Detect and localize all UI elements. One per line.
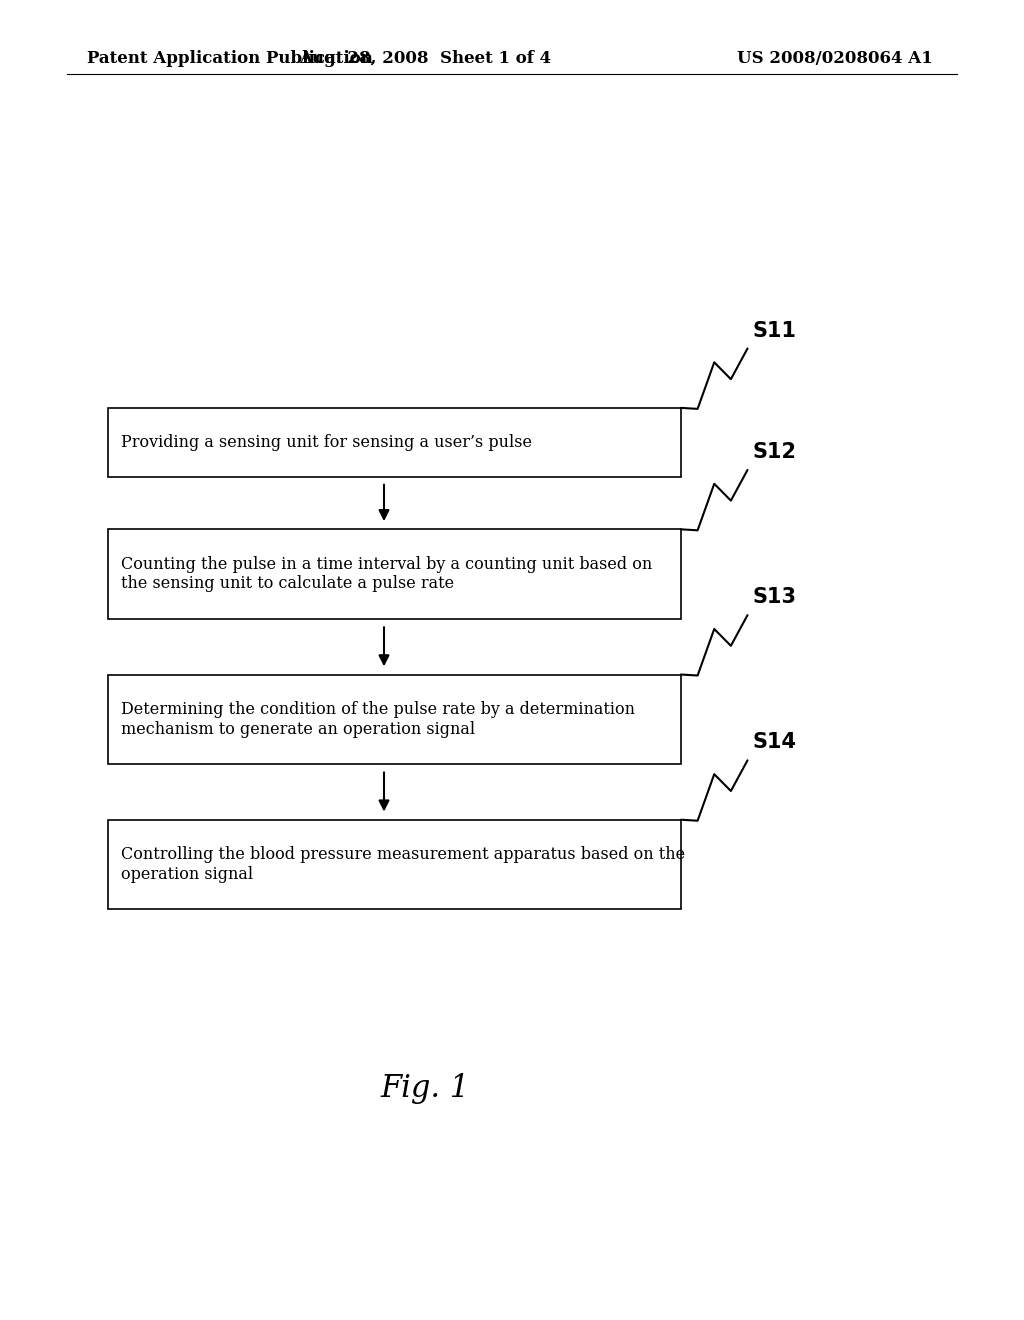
Text: S14: S14 bbox=[753, 733, 797, 752]
Text: Controlling the blood pressure measurement apparatus based on the
operation sign: Controlling the blood pressure measureme… bbox=[121, 846, 685, 883]
Bar bbox=[108, 408, 681, 477]
Bar bbox=[108, 820, 681, 909]
Text: Aug. 28, 2008  Sheet 1 of 4: Aug. 28, 2008 Sheet 1 of 4 bbox=[299, 50, 551, 66]
Text: US 2008/0208064 A1: US 2008/0208064 A1 bbox=[737, 50, 933, 66]
Bar bbox=[108, 529, 681, 619]
Text: Fig. 1: Fig. 1 bbox=[380, 1073, 470, 1105]
Text: Patent Application Publication: Patent Application Publication bbox=[87, 50, 373, 66]
Text: Determining the condition of the pulse rate by a determination
mechanism to gene: Determining the condition of the pulse r… bbox=[121, 701, 635, 738]
Text: Counting the pulse in a time interval by a counting unit based on
the sensing un: Counting the pulse in a time interval by… bbox=[121, 556, 652, 593]
Text: S12: S12 bbox=[753, 442, 797, 462]
Text: Providing a sensing unit for sensing a user’s pulse: Providing a sensing unit for sensing a u… bbox=[121, 434, 531, 450]
Bar bbox=[108, 675, 681, 764]
Text: S13: S13 bbox=[753, 587, 797, 607]
Text: S11: S11 bbox=[753, 321, 797, 341]
